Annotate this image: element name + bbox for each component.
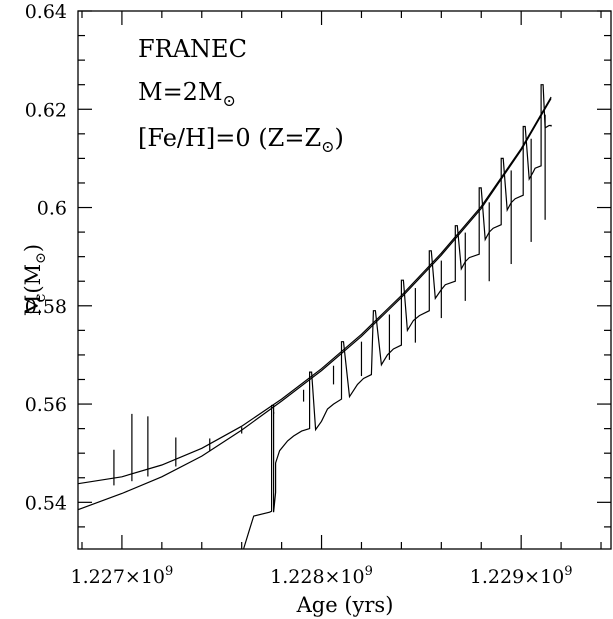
y-tick-label: 0.54	[25, 492, 67, 514]
x-axis-label: Age (yrs)	[296, 593, 394, 617]
y-tick-label: 0.56	[25, 394, 67, 416]
y-axis-label: Mc(M⊙)	[21, 244, 49, 316]
x-tick-label: 1.228×109	[270, 564, 373, 588]
x-tick-label: 1.227×109	[71, 564, 174, 588]
series-line-core-mass	[243, 84, 552, 549]
ticks	[78, 10, 611, 549]
y-tick-label: 0.64	[25, 1, 67, 23]
y-tick-label: 0.6	[37, 198, 67, 220]
sun-symbol: ⊙	[223, 91, 236, 110]
series-line-envelope-upper	[78, 96, 552, 485]
sun-symbol: ⊙	[321, 137, 334, 156]
annotation: FRANEC M=2M⊙ [Fe/H]=0 (Z=Z⊙)	[138, 35, 344, 156]
annotation-metallicity: [Fe/H]=0 (Z=Z⊙)	[138, 124, 344, 156]
annotation-mass: M=2M⊙	[138, 78, 236, 110]
plot-lines	[78, 84, 552, 549]
y-tick-label: 0.58	[25, 296, 67, 318]
tick-labels: 1.227×109 1.228×109 1.229×109 0.54 0.56 0.58 0…	[25, 1, 573, 588]
series-line-envelope-lower	[78, 98, 552, 511]
x-tick-label: 1.229×109	[470, 564, 573, 588]
annotation-code: FRANEC	[138, 35, 247, 63]
plot-frame	[77, 10, 612, 550]
y-tick-label: 0.62	[25, 99, 67, 121]
svg-text:Mc(M⊙): Mc(M⊙)	[21, 244, 49, 316]
